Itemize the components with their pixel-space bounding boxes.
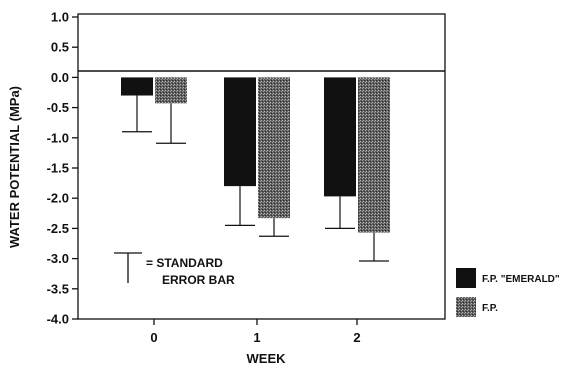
legend-label-emerald: F.P. "EMERALD" <box>482 274 560 285</box>
y-tick-label: -0.5 <box>47 100 69 115</box>
bar-series-0-week-2 <box>324 77 356 197</box>
y-tick-label: -1.5 <box>47 161 69 176</box>
y-tick-label: -4.0 <box>47 312 69 327</box>
bar-series-0-week-1 <box>224 77 256 187</box>
y-tick-label: -3.5 <box>47 281 69 296</box>
bar-series-0-week-0 <box>121 77 153 96</box>
bar-series-1-week-2 <box>358 77 390 233</box>
x-axis-ticks: 0 1 2 <box>150 319 361 345</box>
y-tick-label: 0.0 <box>51 70 69 85</box>
bar-series-1-week-0 <box>155 77 187 104</box>
x-tick-label: 1 <box>253 330 260 345</box>
y-axis-ticks: 1.0 0.5 0.0 -0.5 -1.0 -1.5 -2.0 -2.5 -3.0 -3.5 -4.… <box>47 10 78 327</box>
plot-frame <box>77 13 446 320</box>
error-bars-layer <box>122 95 389 262</box>
error-bar-key-line2: ERROR BAR <box>162 273 235 287</box>
y-tick-label: 0.5 <box>51 40 69 55</box>
y-tick-label: -2.0 <box>47 191 69 206</box>
legend: F.P. "EMERALD" F.P. <box>456 268 560 317</box>
y-tick-label: -2.5 <box>47 221 69 236</box>
y-tick-label: -3.0 <box>47 251 69 266</box>
x-axis-title: WEEK <box>247 351 287 366</box>
legend-swatch-fp <box>456 297 476 317</box>
legend-swatch-emerald <box>456 268 476 288</box>
bar-series-1-week-1 <box>258 77 290 219</box>
y-tick-label: 1.0 <box>51 10 69 25</box>
x-tick-label: 2 <box>353 330 360 345</box>
error-bar-key: = STANDARD ERROR BAR <box>114 252 235 287</box>
y-axis-title: WATER POTENTIAL (MPa) <box>7 86 22 248</box>
legend-label-fp: F.P. <box>482 303 498 314</box>
x-tick-label: 0 <box>150 330 157 345</box>
error-bar-key-line1: = STANDARD <box>146 256 223 270</box>
y-tick-label: -1.0 <box>47 130 69 145</box>
bars-layer <box>121 77 390 233</box>
